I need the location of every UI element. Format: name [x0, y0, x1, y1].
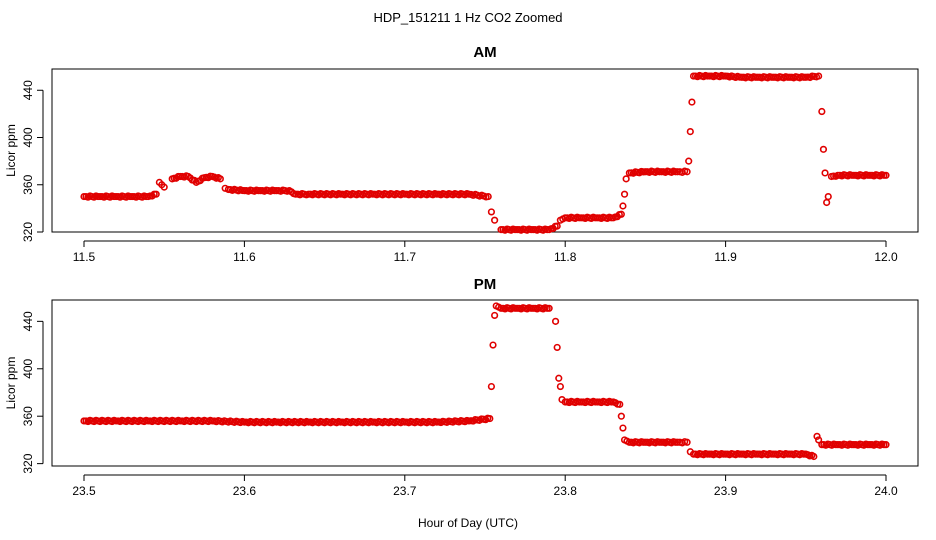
data-point [818, 107, 826, 116]
data-point [882, 171, 890, 179]
data-series [80, 71, 890, 234]
data-point [686, 128, 694, 136]
data-point [688, 98, 696, 106]
data-point [685, 157, 693, 165]
data-point [551, 317, 560, 325]
data-point [619, 424, 627, 432]
data-point [619, 202, 627, 210]
x-tick-label: 23.8 [554, 484, 578, 498]
x-tick-label: 11.9 [714, 250, 737, 264]
data-point [815, 436, 823, 444]
data-point [620, 190, 629, 198]
am-panel: AM 11.5 11.6 11.7 11.8 11.9 12.0 320 360 400 440 Li… [4, 44, 919, 264]
data-point [491, 311, 499, 320]
panel-title: PM [474, 276, 497, 293]
plot-frame [51, 68, 919, 233]
data-point [824, 192, 832, 201]
data-series [80, 302, 890, 461]
data-point [555, 374, 563, 382]
x-tick-label: 24.0 [874, 484, 898, 498]
pm-panel: PM 23.5 23.6 23.7 23.8 23.9 24.0 320 360 400 440 Li… [4, 276, 919, 498]
data-point [484, 192, 492, 201]
data-point [622, 175, 630, 183]
x-tick-label: 11.6 [233, 250, 256, 264]
y-tick-label: 400 [21, 358, 35, 378]
data-point [815, 72, 823, 80]
data-point [553, 222, 561, 230]
data-point [882, 441, 890, 449]
figure-x-axis-label: Hour of Day (UTC) [418, 516, 518, 530]
data-point [810, 452, 818, 461]
x-tick-label: 11.8 [554, 250, 577, 264]
data-point [819, 145, 828, 153]
data-point [553, 343, 561, 352]
data-point [617, 210, 625, 218]
x-tick-label: 23.5 [72, 484, 96, 498]
y-tick-label: 360 [21, 406, 35, 426]
x-tick-label: 23.6 [233, 484, 257, 498]
data-point [683, 168, 691, 176]
data-point [616, 400, 624, 408]
data-point [489, 341, 497, 349]
data-point [491, 216, 499, 224]
x-tick-label: 12.0 [874, 250, 898, 264]
x-tick-label: 23.7 [393, 484, 417, 498]
plot-frame [51, 299, 919, 467]
data-point [821, 169, 829, 177]
data-point [823, 198, 831, 207]
y-tick-label: 440 [21, 311, 35, 331]
x-tick-label: 11.5 [73, 250, 96, 264]
data-point [486, 414, 494, 423]
data-point [160, 183, 168, 191]
y-axis-label: Licor ppm [4, 124, 18, 177]
data-point [487, 382, 496, 391]
figure-title: HDP_151211 1 Hz CO2 Zoomed [373, 10, 562, 25]
data-point [813, 432, 821, 440]
y-axis-label: Licor ppm [4, 357, 18, 410]
x-tick-label: 23.9 [714, 484, 738, 498]
y-tick-label: 440 [21, 80, 35, 100]
data-point [152, 190, 160, 198]
data-point [556, 382, 564, 391]
panel-title: AM [473, 44, 496, 61]
y-tick-label: 400 [21, 127, 35, 147]
data-point [683, 438, 691, 446]
data-point [487, 208, 496, 216]
data-point [617, 412, 625, 420]
y-tick-label: 320 [21, 222, 35, 242]
data-point [545, 304, 553, 312]
y-tick-label: 360 [21, 174, 35, 194]
x-tick-label: 11.7 [394, 250, 417, 264]
y-tick-label: 320 [21, 453, 35, 473]
data-point [216, 175, 224, 183]
